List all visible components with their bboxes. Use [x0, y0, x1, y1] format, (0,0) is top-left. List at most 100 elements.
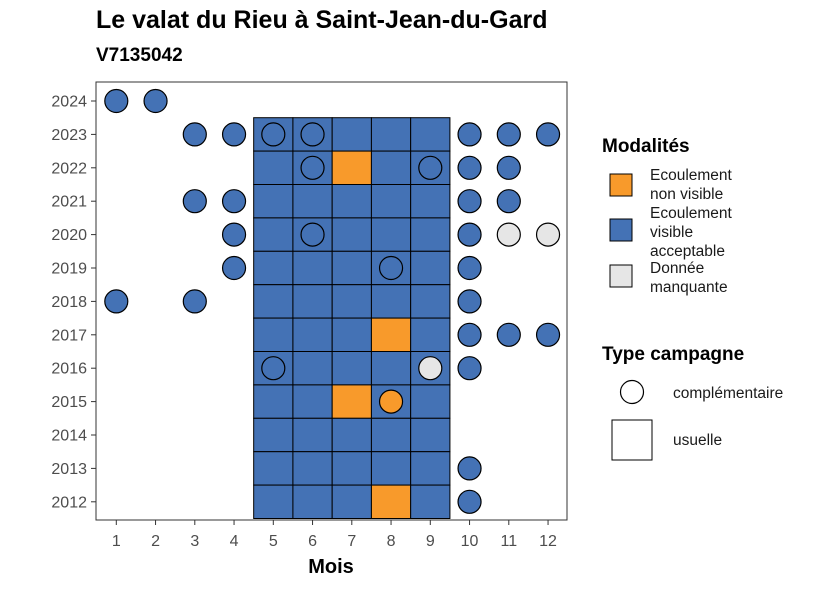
y-tick-label-2016: 2016 — [51, 361, 87, 378]
x-tick-label-6: 6 — [308, 533, 317, 550]
point-2021-3 — [182, 189, 207, 214]
tile-2016-7 — [331, 351, 372, 386]
x-tick-label-5: 5 — [269, 533, 278, 550]
point-2016-5 — [261, 356, 286, 381]
x-tick-label-8: 8 — [387, 533, 396, 550]
x-tick-label-4: 4 — [230, 533, 239, 550]
tile-2017-6 — [292, 317, 333, 353]
tile-2018-5 — [253, 284, 294, 319]
y-tick-label-2013: 2013 — [51, 461, 87, 478]
tile-2018-7 — [331, 284, 372, 319]
tile-2019-9 — [410, 250, 451, 286]
legend-key-circle — [619, 379, 645, 405]
legend-type-campagne: Type campagne complémentaire usuelle — [602, 344, 783, 461]
point-2022-10 — [457, 155, 482, 180]
point-2022-6 — [300, 155, 325, 180]
point-2023-5 — [261, 122, 286, 147]
point-2023-3 — [182, 122, 207, 147]
tile-2019-5 — [253, 250, 294, 286]
x-tick-label-3: 3 — [190, 533, 199, 550]
tile-2015-6 — [292, 384, 333, 419]
tile-2015-7 — [331, 384, 372, 419]
x-tick-label-1: 1 — [112, 533, 121, 550]
x-tick-label-7: 7 — [347, 533, 356, 550]
point-2021-11 — [496, 189, 521, 214]
tile-2021-5 — [253, 184, 294, 219]
point-2019-4 — [221, 255, 247, 281]
legend-key-visible — [609, 218, 633, 242]
x-tick-label-11: 11 — [500, 533, 517, 550]
tile-2015-9 — [410, 384, 451, 419]
tile-2022-5 — [253, 150, 294, 186]
point-2022-9 — [418, 155, 443, 180]
point-2020-10 — [457, 222, 482, 247]
tile-2014-6 — [292, 417, 333, 453]
tile-2013-5 — [253, 451, 294, 486]
usuelle-tiles — [253, 117, 451, 520]
point-2023-11 — [496, 122, 521, 147]
legend-modalites: Modalités Ecoulement non visible Ecoulement… — [602, 136, 733, 296]
tile-2021-7 — [331, 184, 372, 219]
tile-2012-7 — [331, 484, 372, 520]
tile-2022-8 — [370, 150, 412, 186]
tile-2023-9 — [410, 117, 451, 152]
legend-campagne-title: Type campagne — [602, 344, 744, 365]
tile-2013-7 — [331, 451, 372, 486]
y-tick-label-2012: 2012 — [51, 494, 87, 511]
tile-2017-8 — [370, 317, 412, 353]
chart-subtitle: V7135042 — [96, 45, 183, 66]
tile-2018-8 — [370, 284, 412, 319]
point-2020-6 — [300, 222, 325, 247]
tile-2014-8 — [370, 417, 412, 453]
tile-2014-7 — [331, 417, 372, 453]
point-2023-12 — [535, 122, 561, 147]
x-axis-label: Mois — [308, 556, 354, 578]
y-tick-label-2020: 2020 — [51, 227, 87, 244]
point-2016-9 — [418, 356, 443, 381]
tile-2013-6 — [292, 451, 333, 486]
point-2020-12 — [535, 222, 561, 247]
point-2018-3 — [182, 289, 207, 314]
tile-2022-7 — [331, 150, 372, 186]
point-2017-12 — [535, 322, 561, 347]
tile-2014-9 — [410, 417, 451, 453]
point-2017-11 — [496, 322, 521, 347]
y-axis: 2012 2013 2014 2015 2016 2017 2018 2019 2020 2021… — [51, 94, 96, 511]
legend-label-manquante-line2: manquante — [650, 279, 728, 296]
legend-label-visible-line3: acceptable — [650, 243, 725, 260]
tile-2013-8 — [370, 451, 412, 486]
point-2021-10 — [457, 189, 482, 214]
tile-2017-5 — [253, 317, 294, 353]
tile-2019-7 — [331, 250, 372, 286]
tile-2017-9 — [410, 317, 451, 353]
tile-2023-7 — [331, 117, 372, 152]
tile-2023-8 — [370, 117, 412, 152]
legend-key-non_visible — [609, 173, 633, 197]
legend-label-usuelle: usuelle — [673, 432, 722, 449]
point-2023-6 — [300, 122, 325, 147]
legend-modalites-title: Modalités — [602, 136, 690, 157]
tile-2018-6 — [292, 284, 333, 319]
x-tick-label-2: 2 — [151, 533, 160, 550]
point-2023-4 — [221, 122, 247, 147]
x-tick-label-9: 9 — [426, 533, 435, 550]
x-tick-label-12: 12 — [539, 533, 557, 550]
legend-label-complementaire: complémentaire — [673, 385, 783, 402]
tile-2018-9 — [410, 284, 451, 319]
point-2019-10 — [457, 255, 482, 281]
x-axis: 1 2 3 4 5 6 7 8 9 10 11 12 — [112, 520, 557, 550]
point-2020-4 — [221, 222, 247, 247]
tile-2016-8 — [370, 351, 412, 386]
point-2023-10 — [457, 122, 482, 147]
y-tick-label-2023: 2023 — [51, 127, 87, 144]
point-2018-1 — [104, 289, 129, 314]
point-2018-10 — [457, 289, 482, 314]
tile-2021-8 — [370, 184, 412, 219]
y-tick-label-2022: 2022 — [51, 160, 87, 177]
tile-2021-6 — [292, 184, 333, 219]
tile-2014-5 — [253, 417, 294, 453]
legend-label-visible-line1: Ecoulement — [650, 205, 733, 222]
legend-label-non_visible-line2: non visible — [650, 186, 723, 203]
complementaire-points — [104, 88, 561, 514]
